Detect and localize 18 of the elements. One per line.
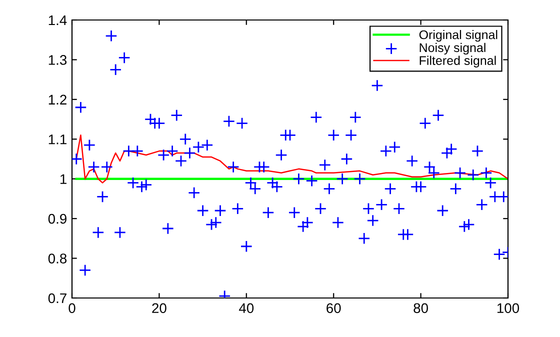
y-tick-label: 1.2	[48, 94, 66, 104]
y-tick-label: 0.9	[48, 214, 66, 224]
y-tick-label: 1.3	[48, 55, 67, 65]
y-tick-label: 1.4	[48, 15, 67, 26]
x-tick-label: 0	[68, 303, 76, 314]
x-tick-label: 60	[326, 303, 341, 314]
x-tick-label: 80	[414, 303, 428, 314]
x-tick-label: 40	[238, 303, 254, 314]
legend-label: Original signal	[419, 30, 498, 42]
legend-label: Filtered signal	[420, 56, 496, 68]
x-tick-label: 100	[497, 303, 520, 314]
x-tick-label: 20	[152, 303, 166, 314]
y-tick-label: 1.1	[48, 134, 66, 144]
legend-label: Noisy signal	[420, 42, 486, 55]
y-tick-label: 0.7	[48, 293, 66, 304]
y-tick-label: 0.8	[48, 254, 67, 264]
y-tick-label: 1	[60, 174, 66, 184]
line-series	[76, 134, 508, 184]
